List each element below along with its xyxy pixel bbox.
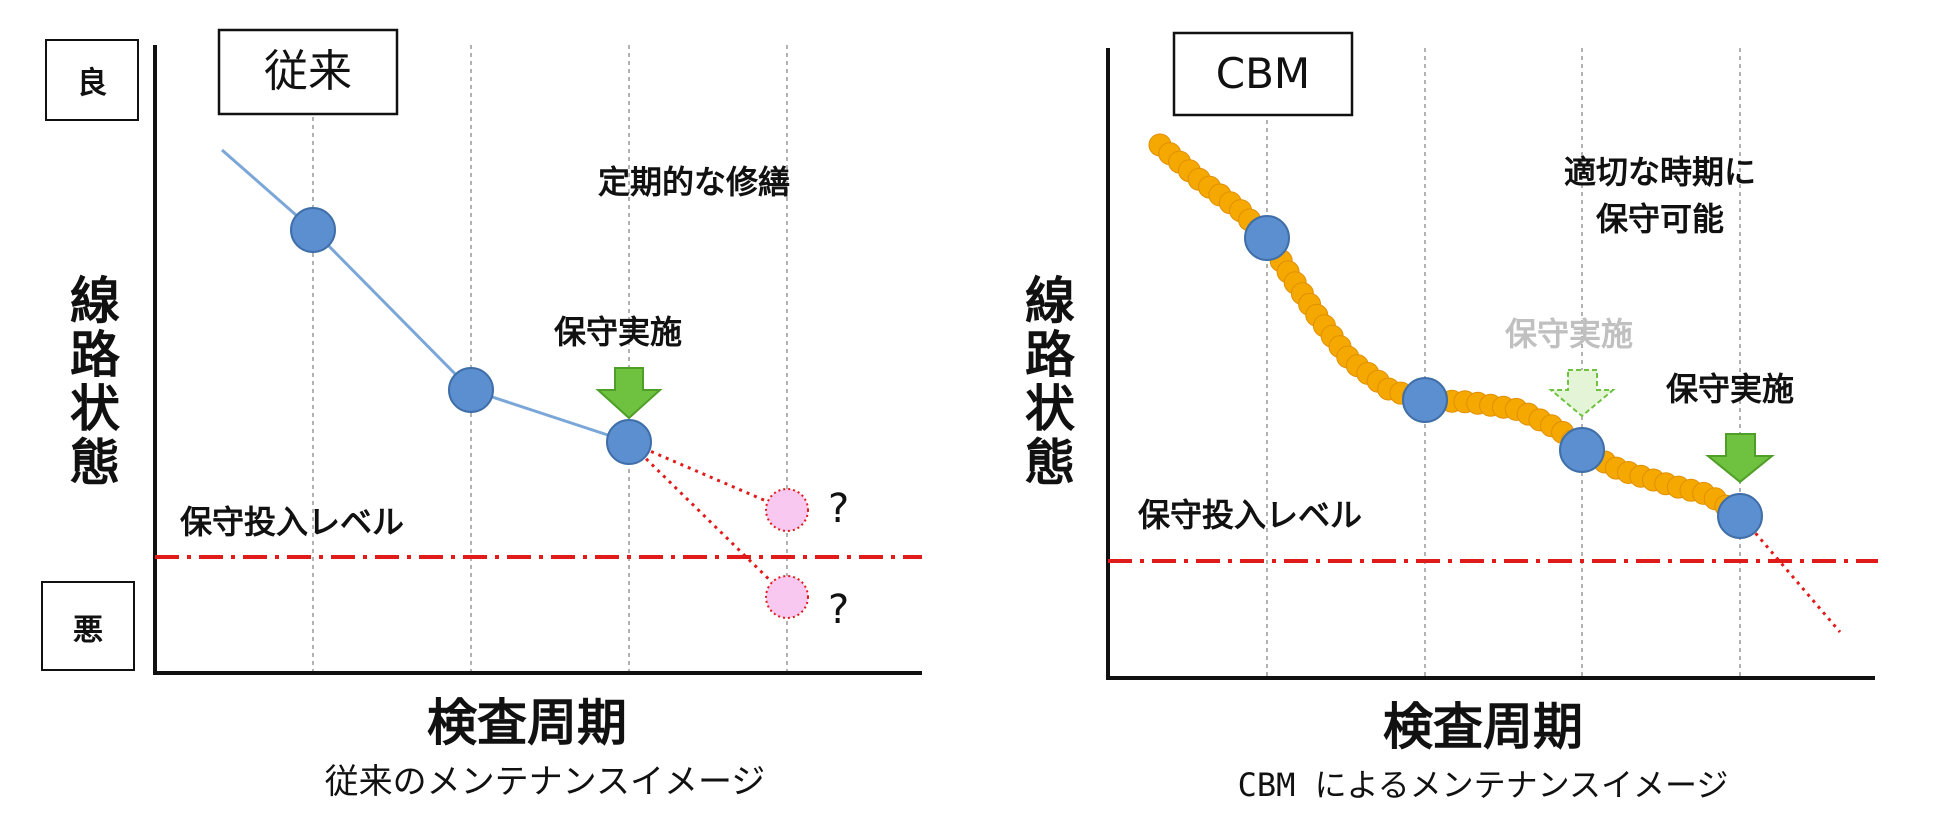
left-threshold-label: 保守投入レベル <box>180 503 404 541</box>
y-axis-label-char-3: 状 <box>1025 380 1076 438</box>
inspection-point <box>1717 493 1763 539</box>
good-box <box>45 39 139 121</box>
periodic-repair-label: 定期的な修繕 <box>598 163 790 201</box>
question-mark: ? <box>828 486 849 532</box>
right-caption: CBM によるメンテナンスイメージ <box>1238 766 1729 804</box>
right-title: CBM <box>1216 49 1310 98</box>
left-maintenance-label: 保守実施 <box>554 313 682 351</box>
right-title-box <box>1172 31 1354 117</box>
projection-line <box>627 440 789 599</box>
bad-label: 悪 <box>73 613 103 648</box>
inspection-point <box>606 419 652 465</box>
uncertain-point <box>765 575 809 619</box>
y-axis-label-char-4: 態 <box>70 434 120 492</box>
left-title: 従来 <box>264 46 352 97</box>
inspection-point <box>1244 215 1290 261</box>
right-x-axis-label: 検査周期 <box>1383 698 1583 756</box>
faded-maintenance-label: 保守実施 <box>1505 315 1633 353</box>
inspection-point <box>448 367 494 413</box>
y-axis-label-char-1: 線 <box>70 272 120 330</box>
inspection-gridlines <box>1266 48 1741 676</box>
maintenance-arrow-icon <box>1705 433 1775 484</box>
y-axis-label-char-2: 路 <box>70 326 121 384</box>
bad-box <box>41 581 135 671</box>
uncertain-point <box>765 488 809 532</box>
inspection-point <box>290 207 336 253</box>
maintenance-arrow-icon <box>595 367 663 420</box>
left-x-axis-label: 検査周期 <box>427 694 627 752</box>
y-axis-label-char-4: 態 <box>1025 434 1075 492</box>
projection-line <box>628 440 788 512</box>
faded-maintenance-arrow-icon <box>1548 369 1616 418</box>
y-axis-label-char-1: 線 <box>1025 272 1075 330</box>
inspection-gridlines <box>312 45 788 671</box>
inspection-point <box>1402 377 1448 423</box>
timely-label-line-1: 適切な時期に <box>1564 153 1756 191</box>
right-maintenance-label: 保守実施 <box>1666 370 1794 408</box>
y-axis-label-char-3: 状 <box>70 380 121 438</box>
good-label: 良 <box>77 66 107 101</box>
right-panel: 線 路 状 態 CBM 保守投入レベル 適切な時期に 保守可能 保守実施 保守実… <box>1025 31 1878 804</box>
left-panel: 良 悪 線 路 状 態 従来 保守投入レベル 定期的な修繕 保守実施 <box>41 28 922 802</box>
continuous-monitoring-chain <box>1148 133 1748 526</box>
projection-line <box>1738 514 1842 633</box>
timely-label-line-2: 保守可能 <box>1596 200 1724 238</box>
y-axis-label-char-2: 路 <box>1025 326 1076 384</box>
left-condition-line <box>221 148 630 444</box>
left-caption: 従来のメンテナンスイメージ <box>325 762 766 802</box>
inspection-point <box>1559 427 1605 473</box>
right-threshold-label: 保守投入レベル <box>1138 496 1362 534</box>
left-title-box <box>217 28 399 116</box>
question-mark: ? <box>828 587 849 633</box>
